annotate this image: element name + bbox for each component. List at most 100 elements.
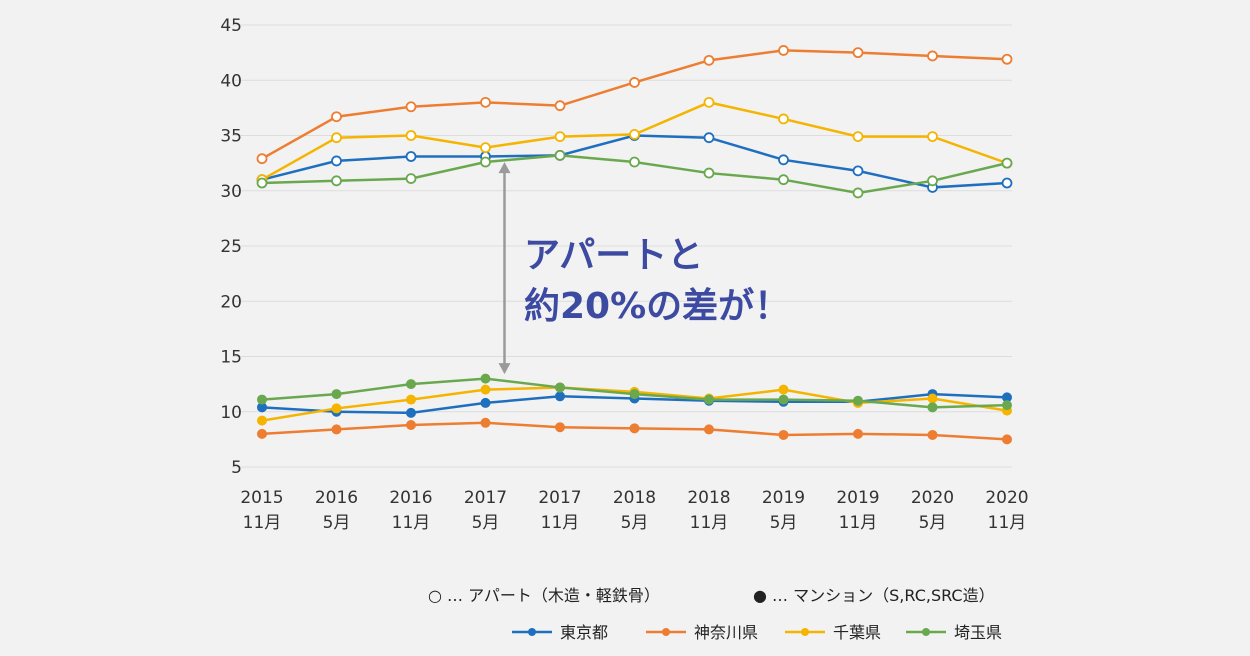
- data-point: [554, 149, 566, 161]
- data-point: [704, 424, 714, 435]
- data-point: [927, 175, 938, 187]
- legend-swatch-dot: [662, 628, 670, 636]
- x-tick-month: 5月: [472, 513, 500, 533]
- data-point: [480, 397, 491, 408]
- difference-arrow: [498, 162, 511, 375]
- data-point: [331, 132, 342, 144]
- x-tick-year: 2017: [538, 488, 581, 508]
- data-point: [629, 156, 640, 168]
- legend-label: 埼玉県: [954, 623, 1002, 642]
- data-point: [331, 175, 342, 187]
- legend-filled-marker: ● … マンション（S,RC,SRC造）: [753, 586, 995, 605]
- x-tick-year: 2018: [613, 488, 656, 508]
- data-point: [406, 407, 416, 418]
- data-point: [852, 187, 864, 199]
- data-point: [778, 154, 789, 166]
- x-tick-year: 2020: [985, 488, 1028, 508]
- data-point: [554, 100, 566, 112]
- y-tick-label: 15: [220, 348, 242, 368]
- data-point: [256, 177, 268, 189]
- data-point: [331, 111, 342, 123]
- data-point: [555, 422, 565, 433]
- data-point: [1002, 434, 1012, 445]
- series-1: [256, 45, 1013, 165]
- data-point: [629, 128, 640, 140]
- legend-label: 神奈川県: [694, 623, 758, 642]
- x-tick-month: 5月: [919, 513, 947, 533]
- y-tick-label: 10: [220, 403, 242, 423]
- legend-swatch-dot: [922, 628, 930, 636]
- y-tick-label: 45: [220, 16, 242, 36]
- arrow-head-bottom: [498, 363, 511, 375]
- data-point: [927, 50, 938, 62]
- y-tick-label: 5: [231, 458, 242, 478]
- data-point: [555, 382, 565, 393]
- y-tick-label: 25: [220, 237, 242, 257]
- data-point: [405, 130, 417, 141]
- x-tick-year: 2018: [687, 488, 730, 508]
- data-point: [480, 96, 491, 108]
- legend-label: 東京都: [560, 623, 608, 642]
- x-tick-year: 2017: [464, 488, 507, 508]
- data-point: [927, 131, 938, 143]
- arrow-head-top: [498, 162, 511, 174]
- data-point: [778, 394, 789, 405]
- data-point: [257, 415, 267, 426]
- y-tick-label: 30: [220, 182, 242, 202]
- legend-entry: 東京都: [512, 623, 608, 642]
- data-point: [405, 101, 417, 113]
- x-tick-month: 11月: [392, 513, 431, 533]
- legend-entry: 埼玉県: [906, 623, 1002, 642]
- data-point: [554, 131, 566, 143]
- data-point: [852, 131, 864, 143]
- data-point: [406, 420, 416, 431]
- data-point: [257, 394, 267, 405]
- legend-entry: 神奈川県: [646, 623, 758, 642]
- series-line: [261, 49, 1008, 160]
- data-point: [629, 423, 640, 434]
- data-point: [405, 151, 417, 162]
- series-group: [256, 45, 1013, 445]
- series-5: [257, 417, 1012, 445]
- series-3: [256, 149, 1013, 199]
- data-point: [853, 428, 863, 439]
- y-tick-label: 20: [220, 292, 242, 312]
- data-point: [927, 402, 938, 413]
- annotation-line-1: アパートと: [524, 235, 703, 276]
- annotation-line-2: 約20%の差が！: [524, 286, 790, 327]
- data-point: [406, 394, 416, 405]
- x-tick-month: 5月: [621, 513, 649, 533]
- legend-entry: 千葉県: [785, 623, 881, 642]
- y-tick-label: 35: [220, 127, 242, 147]
- data-point: [331, 389, 342, 400]
- x-tick-month: 11月: [839, 513, 878, 533]
- data-point: [927, 393, 938, 404]
- data-point: [704, 394, 714, 405]
- data-point: [778, 429, 789, 440]
- data-point: [852, 47, 864, 59]
- x-tick-year: 2019: [836, 488, 879, 508]
- x-tick-month: 5月: [323, 513, 351, 533]
- data-point: [852, 165, 864, 177]
- x-tick-month: 11月: [988, 513, 1027, 533]
- data-point: [703, 132, 715, 144]
- legend-label: 千葉県: [833, 623, 881, 642]
- data-point: [1001, 177, 1013, 189]
- data-point: [256, 153, 268, 165]
- data-point: [629, 77, 640, 88]
- data-point: [257, 428, 267, 439]
- data-point: [331, 403, 342, 414]
- data-point: [405, 173, 417, 184]
- data-point: [480, 417, 491, 428]
- data-point: [331, 424, 342, 435]
- data-point: [1001, 157, 1013, 169]
- data-point: [480, 384, 491, 395]
- x-axis-tick-labels: 2015 11月 2016 5月 2016 11月 2017 5月 2017 11月 2018 5月 2…: [240, 488, 1028, 533]
- legend: ○ … アパート（木造・軽鉄骨） ● … マンション（S,RC,SRC造） 東京都 神…: [428, 586, 1002, 642]
- legend-swatch-dot: [801, 628, 809, 636]
- series-2: [256, 96, 1013, 186]
- data-point: [331, 155, 342, 167]
- x-tick-month: 11月: [243, 513, 282, 533]
- data-point: [1002, 400, 1012, 411]
